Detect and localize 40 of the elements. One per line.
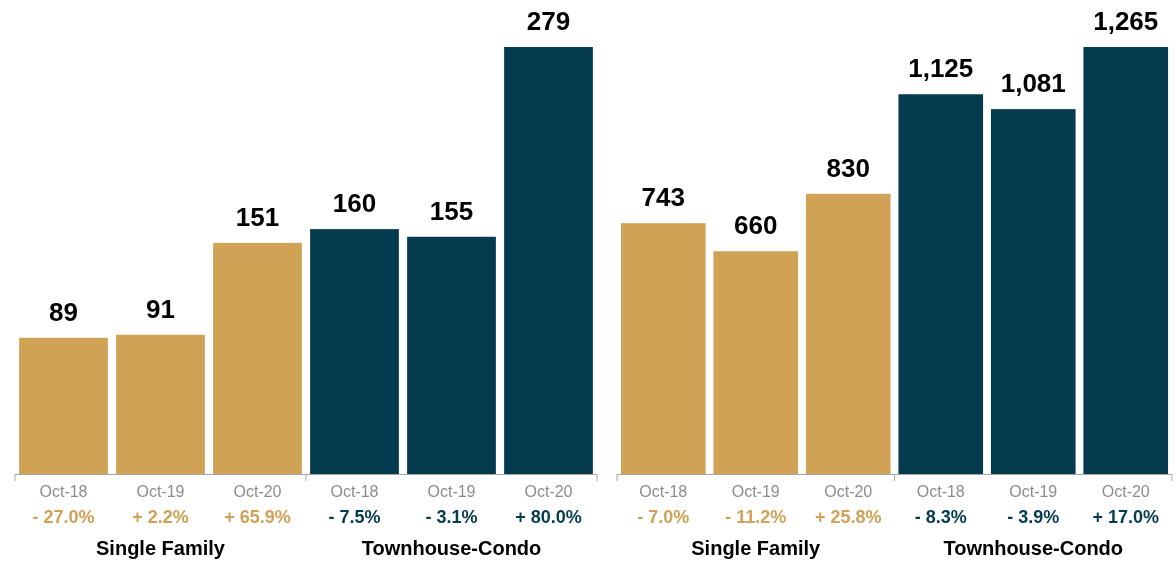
data-label: 1,265: [1093, 6, 1159, 36]
text: - 3.1%: [425, 507, 478, 527]
text: + 25.8%: [814, 507, 882, 527]
x-tick-label: Townhouse-Condo: [943, 537, 1124, 559]
data-label: 160: [332, 188, 377, 219]
x-tick-label: Townhouse-Condo: [361, 537, 542, 559]
data-label: 830: [826, 152, 870, 183]
data-label: 151: [235, 201, 280, 232]
text: Oct-18: [330, 483, 379, 500]
data-label: 279: [526, 6, 571, 36]
series-label: Oct-18: [39, 483, 88, 500]
data-label: 89: [49, 296, 78, 327]
data-label: 155: [429, 195, 474, 226]
text: Oct-19: [1009, 483, 1058, 500]
x-tick-label: Single Family: [96, 537, 226, 559]
series-label: Oct-20: [233, 483, 282, 500]
text: - 7.0%: [637, 507, 690, 527]
text: - 3.9%: [1007, 507, 1060, 527]
text: Oct-19: [427, 483, 476, 500]
data-label: 660: [734, 210, 778, 241]
data-label: 743: [641, 182, 685, 213]
x-tick-label: Single Family: [691, 537, 822, 559]
text: - 27.0%: [32, 507, 95, 527]
data-label: 1,125: [908, 53, 974, 84]
text: - 11.2%: [725, 507, 787, 527]
data-label: 1,081: [1000, 68, 1066, 99]
text: + 17.0%: [1092, 507, 1160, 527]
text: Oct-20: [524, 483, 573, 500]
text: Oct-20: [1101, 483, 1150, 500]
text: + 2.2%: [132, 507, 189, 527]
text: - 8.3%: [914, 507, 967, 527]
series-label: Oct-20: [824, 483, 873, 500]
text: - 7.5%: [328, 507, 381, 527]
text: Oct-18: [916, 483, 965, 500]
series-label: Oct-19: [731, 483, 780, 500]
text: + 65.9%: [224, 507, 291, 527]
series-label: Oct-18: [639, 483, 688, 500]
text: + 80.0%: [515, 507, 582, 527]
series-label: Oct-19: [136, 483, 185, 500]
data-label: 91: [146, 293, 175, 324]
